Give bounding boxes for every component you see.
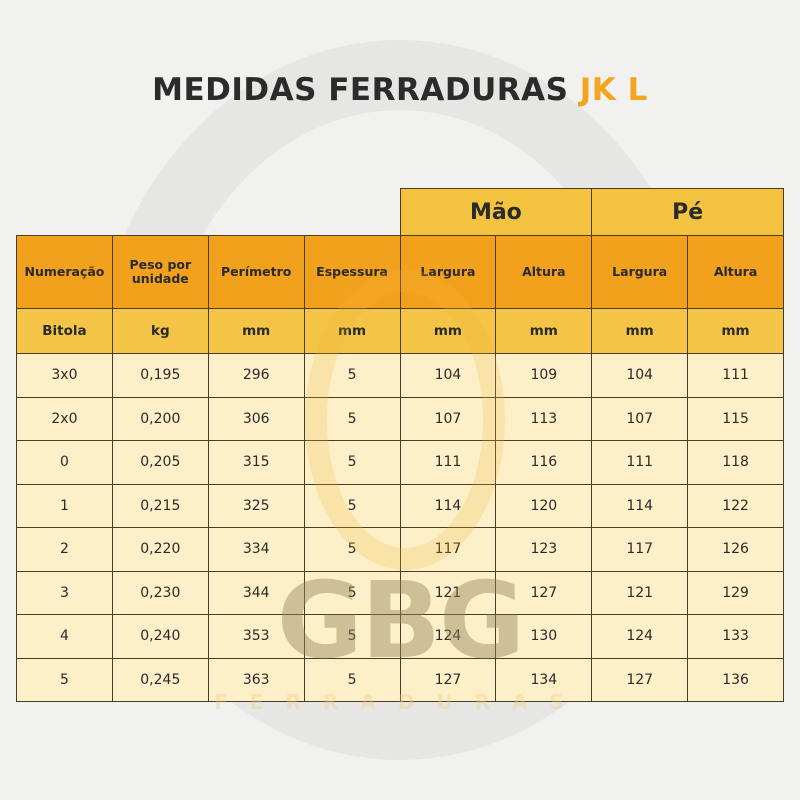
table-row-cell: 111 bbox=[399, 440, 497, 485]
table-row-cell: 5 bbox=[303, 527, 401, 572]
unit-row-cell: mm bbox=[303, 308, 401, 354]
table-row-cell: 126 bbox=[687, 527, 784, 572]
table-row-cell: 5 bbox=[303, 440, 401, 485]
table-row-cell: 1 bbox=[16, 483, 113, 528]
table-row-cell: 129 bbox=[687, 570, 784, 615]
column-header-row-cell: Altura bbox=[495, 235, 593, 309]
table-row-cell: 124 bbox=[399, 614, 497, 659]
unit-row-cell: mm bbox=[495, 308, 593, 354]
table-row-cell: 0,215 bbox=[111, 483, 209, 528]
column-header-row-cell: Peso por unidade bbox=[111, 235, 209, 309]
table-row-cell: 115 bbox=[687, 396, 784, 441]
table-row-cell: 2 bbox=[16, 527, 113, 572]
page-title: MEDIDAS FERRADURAS JK L bbox=[0, 72, 800, 108]
table-row-cell: 0,245 bbox=[111, 657, 209, 702]
table-row-cell: 113 bbox=[495, 396, 593, 441]
table-row-cell: 3x0 bbox=[16, 353, 113, 398]
table-row-cell: 344 bbox=[207, 570, 305, 615]
table-row-cell: 122 bbox=[687, 483, 784, 528]
table-row-cell: 117 bbox=[591, 527, 689, 572]
unit-row: Bitola kg mm mm mm mm mm mm bbox=[16, 308, 784, 354]
column-header-row: Numeração Peso por unidade Perímetro Espess… bbox=[16, 235, 784, 309]
table-row-cell: 134 bbox=[495, 657, 593, 702]
column-header-row-cell: Perímetro bbox=[207, 235, 305, 309]
table-row-cell: 111 bbox=[687, 353, 784, 398]
table-row: 3 0,230 344 5 121 127 121 129 bbox=[16, 570, 784, 615]
table-row-cell: 0 bbox=[16, 440, 113, 485]
table-row-cell: 0,200 bbox=[111, 396, 209, 441]
table-row-cell: 0,205 bbox=[111, 440, 209, 485]
table-row-cell: 133 bbox=[687, 614, 784, 659]
column-header-row-cell: Largura bbox=[399, 235, 497, 309]
table-row-cell: 4 bbox=[16, 614, 113, 659]
table-row-cell: 3 bbox=[16, 570, 113, 615]
table-row-cell: 114 bbox=[591, 483, 689, 528]
table-row-cell: 124 bbox=[591, 614, 689, 659]
table-row-cell: 5 bbox=[303, 614, 401, 659]
table-row-cell: 127 bbox=[591, 657, 689, 702]
table-row-cell: 363 bbox=[207, 657, 305, 702]
unit-row-cell: mm bbox=[399, 308, 497, 354]
table-row-cell: 5 bbox=[303, 657, 401, 702]
title-accent: JK L bbox=[579, 72, 648, 108]
table-row-cell: 353 bbox=[207, 614, 305, 659]
table-row-cell: 107 bbox=[399, 396, 497, 441]
unit-row-cell: Bitola bbox=[16, 308, 113, 354]
table-row-cell: 5 bbox=[303, 570, 401, 615]
table-row-cell: 5 bbox=[16, 657, 113, 702]
table-row: 4 0,240 353 5 124 130 124 133 bbox=[16, 614, 784, 659]
table-row-cell: 111 bbox=[591, 440, 689, 485]
column-header-row-cell: Espessura bbox=[303, 235, 401, 309]
unit-row-cell: kg bbox=[111, 308, 209, 354]
table-row: 0 0,205 315 5 111 116 111 118 bbox=[16, 440, 784, 485]
table-row: 2x0 0,200 306 5 107 113 107 115 bbox=[16, 396, 784, 441]
table-row-cell: 334 bbox=[207, 527, 305, 572]
table-row: 2 0,220 334 5 117 123 117 126 bbox=[16, 527, 784, 572]
table-row-cell: 5 bbox=[303, 483, 401, 528]
table-row-cell: 130 bbox=[495, 614, 593, 659]
table-row-cell: 136 bbox=[687, 657, 784, 702]
table-row-cell: 0,220 bbox=[111, 527, 209, 572]
group-pe: Pé bbox=[591, 188, 784, 236]
column-header-row-cell: Altura bbox=[687, 235, 784, 309]
table-row-cell: 107 bbox=[591, 396, 689, 441]
table-row-cell: 2x0 bbox=[16, 396, 113, 441]
table-row-cell: 0,195 bbox=[111, 353, 209, 398]
table-row-cell: 114 bbox=[399, 483, 497, 528]
column-header-row-cell: Numeração bbox=[16, 235, 113, 309]
table-row-cell: 0,230 bbox=[111, 570, 209, 615]
table-row-cell: 123 bbox=[495, 527, 593, 572]
table-row-cell: 127 bbox=[495, 570, 593, 615]
column-header-row-cell: Largura bbox=[591, 235, 689, 309]
table-row-cell: 0,240 bbox=[111, 614, 209, 659]
group-header-row: Mão Pé bbox=[17, 188, 784, 236]
table-row-cell: 315 bbox=[207, 440, 305, 485]
table-row-cell: 5 bbox=[303, 396, 401, 441]
table-row-cell: 104 bbox=[591, 353, 689, 398]
table-row-cell: 118 bbox=[687, 440, 784, 485]
unit-row-cell: mm bbox=[687, 308, 784, 354]
unit-row-cell: mm bbox=[207, 308, 305, 354]
table-row: 3x0 0,195 296 5 104 109 104 111 bbox=[16, 353, 784, 398]
table-row-cell: 116 bbox=[495, 440, 593, 485]
table-row: 5 0,245 363 5 127 134 127 136 bbox=[16, 657, 784, 702]
table-row-cell: 296 bbox=[207, 353, 305, 398]
table-row-cell: 109 bbox=[495, 353, 593, 398]
table-row-cell: 306 bbox=[207, 396, 305, 441]
table-row-cell: 121 bbox=[399, 570, 497, 615]
table-row-cell: 117 bbox=[399, 527, 497, 572]
title-main: MEDIDAS FERRADURAS bbox=[152, 72, 569, 108]
measurements-table: Mão Pé Numeração Peso por unidade Perímetr… bbox=[16, 188, 784, 702]
table-row-cell: 121 bbox=[591, 570, 689, 615]
unit-row-cell: mm bbox=[591, 308, 689, 354]
table-row-cell: 325 bbox=[207, 483, 305, 528]
table-row-cell: 104 bbox=[399, 353, 497, 398]
table-row: 1 0,215 325 5 114 120 114 122 bbox=[16, 483, 784, 528]
table-row-cell: 127 bbox=[399, 657, 497, 702]
table-row-cell: 5 bbox=[303, 353, 401, 398]
group-mao: Mão bbox=[399, 188, 593, 236]
table-row-cell: 120 bbox=[495, 483, 593, 528]
